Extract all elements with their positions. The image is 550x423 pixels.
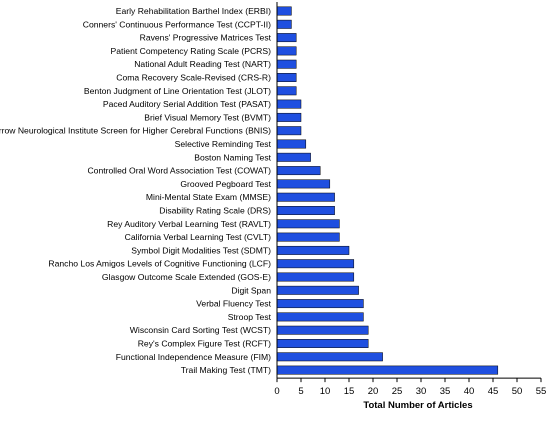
bar (276, 299, 364, 309)
x-tick-label: 45 (488, 386, 499, 397)
bar (276, 272, 355, 282)
category-label: Early Rehabilitation Barthel Index (ERBI… (116, 6, 271, 16)
bar (276, 365, 499, 375)
x-tick-label: 10 (320, 386, 331, 397)
x-tick-label: 30 (416, 386, 427, 397)
category-label: Rancho Los Amigos Levels of Cognitive Fu… (48, 259, 271, 269)
bar (276, 19, 292, 29)
category-label: Brief Visual Memory Test (BVMT) (144, 112, 271, 122)
x-tick-label: 50 (512, 386, 523, 397)
category-label: Barrow Neurological Institute Screen for… (0, 126, 271, 136)
bar (276, 339, 369, 348)
bar (276, 73, 297, 82)
category-label: Stroop Test (228, 312, 272, 322)
category-label: Controlled Oral Word Association Test (C… (87, 166, 271, 176)
x-axis-title: Total Number of Articles (363, 400, 472, 411)
category-label: Boston Naming Test (194, 152, 271, 162)
bar (276, 166, 321, 176)
bar (276, 312, 364, 322)
category-label: Benton Judgment of Line Orientation Test… (84, 86, 271, 96)
category-label: Ravens' Progressive Matrices Test (140, 33, 272, 43)
bar (276, 46, 297, 56)
x-tick-label: 55 (536, 386, 547, 397)
x-tick-label: 40 (464, 386, 475, 397)
category-label: Disability Rating Scale (DRS) (159, 206, 271, 216)
bar (276, 126, 302, 136)
bar (276, 6, 292, 16)
category-label: California Verbal Learning Test (CVLT) (125, 232, 271, 242)
x-axis-ticks: 0 5 10 15 20 25 30 35 40 45 50 55 (274, 378, 546, 397)
category-label: Coma Recovery Scale-Revised (CRS-R) (116, 73, 271, 83)
category-label: Rey Auditory Verbal Learning Test (RAVLT… (107, 219, 271, 229)
category-label: Selective Reminding Test (175, 139, 272, 149)
category-label: Glasgow Outcome Scale Extended (GOS-E) (102, 272, 271, 282)
bar (276, 112, 302, 122)
bar (276, 259, 355, 269)
x-tick-label: 35 (440, 386, 451, 397)
category-label: Paced Auditory Serial Addition Test (PAS… (103, 99, 271, 109)
category-label: Digit Span (231, 285, 271, 295)
category-label: Trail Making Test (TMT) (181, 365, 271, 375)
x-tick-label: 15 (344, 386, 355, 397)
bar (276, 59, 297, 69)
bars-group (276, 6, 499, 375)
bar (276, 33, 297, 43)
x-tick-label: 5 (298, 386, 303, 397)
category-label: Wisconsin Card Sorting Test (WCST) (130, 325, 271, 335)
x-tick-label: 25 (392, 386, 403, 397)
bar (276, 179, 331, 189)
bar (276, 152, 311, 162)
category-label: Patient Competency Rating Scale (PCRS) (111, 46, 272, 56)
bar (276, 245, 350, 255)
category-label: Rey's Complex Figure Test (RCFT) (138, 339, 271, 349)
x-tick-label: 0 (274, 386, 279, 397)
bar (276, 219, 340, 229)
category-label: National Adult Reading Test (NART) (134, 59, 271, 69)
bar (276, 352, 383, 362)
bar (276, 325, 369, 335)
bar (276, 206, 335, 215)
category-labels: Early Rehabilitation Barthel Index (ERBI… (0, 6, 272, 375)
category-label: Conners' Continuous Performance Test (CC… (83, 19, 271, 29)
category-label: Functional Independence Measure (FIM) (116, 352, 271, 362)
bar (276, 192, 335, 202)
bar (276, 86, 297, 96)
bar (276, 232, 340, 242)
x-tick-label: 20 (368, 386, 379, 397)
category-label: Mini-Mental State Exam (MMSE) (146, 192, 271, 202)
bar (276, 139, 307, 149)
bar (276, 285, 359, 295)
category-label: Verbal Fluency Test (196, 299, 271, 309)
category-label: Symbol Digit Modalities Test (SDMT) (131, 245, 271, 255)
bar (276, 99, 302, 109)
category-label: Grooved Pegboard Test (180, 179, 271, 189)
